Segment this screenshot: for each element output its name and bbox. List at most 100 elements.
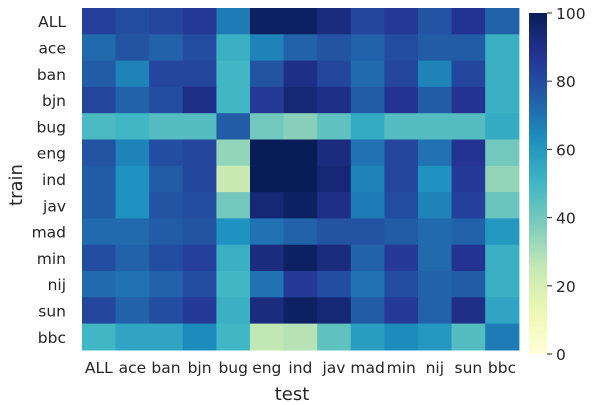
- heatmap-cell-sun-ind: [283, 297, 318, 325]
- heatmap-cell-bbc-jav: [317, 323, 352, 351]
- heatmap-cell-eng-ind: [283, 139, 318, 167]
- heatmap-cell-nij-eng: [250, 271, 285, 298]
- x-tick-label: bbc: [488, 359, 516, 377]
- heatmap-cell-bug-nij: [418, 113, 453, 141]
- heatmap-cell-ace-sun: [451, 34, 486, 62]
- heatmap-cell-eng-ban: [149, 139, 184, 167]
- y-tick-label: jav: [42, 197, 66, 215]
- y-tick-label: eng: [37, 145, 66, 163]
- heatmap-cell-jav-nij: [418, 192, 453, 219]
- x-tick-labels: ALL ace ban bjn bug eng ind jav mad min nij sun bbc: [85, 359, 516, 377]
- heatmap-cell-ind-bbc: [485, 165, 520, 193]
- colorbar-tick-label: 60: [556, 141, 576, 159]
- heatmap-cells: [82, 8, 520, 351]
- heatmap-cell-min-bbc: [485, 244, 520, 272]
- heatmap-cell-bbc-nij: [418, 323, 453, 351]
- y-tick-label: mad: [32, 224, 66, 242]
- heatmap-cell-ace-ind: [283, 34, 318, 62]
- heatmap-cell-nij-bug: [216, 271, 251, 298]
- heatmap-cell-bug-ind: [283, 113, 318, 141]
- heatmap-cell-ban-bbc: [485, 60, 520, 88]
- heatmap-cell-ind-ban: [149, 165, 184, 193]
- heatmap-cell-bug-bbc: [485, 113, 520, 141]
- heatmap-cell-eng-bjn: [182, 139, 217, 167]
- heatmap-cell-ind-eng: [250, 165, 285, 193]
- heatmap-cell-jav-bug: [216, 192, 251, 219]
- heatmap-cell-ban-ace: [115, 60, 150, 88]
- heatmap-cell-bbc-min: [384, 323, 419, 351]
- heatmap-cell-eng-sun: [451, 139, 486, 167]
- heatmap-cell-ban-nij: [418, 60, 453, 88]
- heatmap-cell-ind-min: [384, 165, 419, 193]
- heatmap-cell-mad-min: [384, 218, 419, 246]
- heatmap-cell-jav-mad: [350, 192, 385, 219]
- y-tick-label: min: [37, 250, 66, 268]
- heatmap-cell-min-sun: [451, 244, 486, 272]
- heatmap-cell-mad-bug: [216, 218, 251, 246]
- heatmap-cell-mad-ALL: [82, 218, 117, 246]
- heatmap-cell-eng-eng: [250, 139, 285, 167]
- heatmap-cell-bug-ALL: [82, 113, 117, 141]
- heatmap-cell-ALL-ind: [283, 8, 318, 35]
- heatmap-cell-ace-mad: [350, 34, 385, 62]
- heatmap-cell-bjn-ace: [115, 86, 150, 114]
- heatmap-cell-mad-bjn: [182, 218, 217, 246]
- heatmap-cell-jav-ace: [115, 192, 150, 219]
- heatmap-cell-ALL-ban: [149, 8, 184, 35]
- heatmap-cell-bjn-bug: [216, 86, 251, 114]
- heatmap-cell-min-ban: [149, 244, 184, 272]
- x-tick-label: bug: [218, 359, 248, 377]
- heatmap-cell-ban-bug: [216, 60, 251, 88]
- heatmap-cell-bbc-bjn: [182, 323, 217, 351]
- colorbar-tick-label: 80: [556, 73, 576, 91]
- heatmap-cell-ALL-bug: [216, 8, 251, 35]
- heatmap-cell-bjn-eng: [250, 86, 285, 114]
- heatmap-cell-sun-ace: [115, 297, 150, 325]
- heatmap-cell-ind-ace: [115, 165, 150, 193]
- heatmap-cell-bjn-ind: [283, 86, 318, 114]
- heatmap-cell-ace-nij: [418, 34, 453, 62]
- heatmap-cell-mad-eng: [250, 218, 285, 246]
- heatmap-cell-nij-mad: [350, 271, 385, 298]
- heatmap-cell-nij-ind: [283, 271, 318, 298]
- heatmap-cell-ALL-sun: [451, 8, 486, 35]
- heatmap-cell-ace-jav: [317, 34, 352, 62]
- colorbar-tick-label: 40: [556, 210, 576, 228]
- heatmap-cell-bug-bjn: [182, 113, 217, 141]
- heatmap-cell-min-mad: [350, 244, 385, 272]
- heatmap-cell-nij-nij: [418, 271, 453, 298]
- heatmap-cell-mad-ind: [283, 218, 318, 246]
- heatmap-cell-bjn-ALL: [82, 86, 117, 114]
- heatmap-cell-bjn-mad: [350, 86, 385, 114]
- heatmap-cell-bug-eng: [250, 113, 285, 141]
- heatmap-cell-bjn-bbc: [485, 86, 520, 114]
- heatmap-cell-nij-ace: [115, 271, 150, 298]
- colorbar-ticks: 0 20 40 60 80 100: [547, 5, 586, 364]
- heatmap-cell-sun-mad: [350, 297, 385, 325]
- heatmap-cell-jav-ind: [283, 192, 318, 219]
- heatmap-cell-mad-jav: [317, 218, 352, 246]
- heatmap-cell-ace-ban: [149, 34, 184, 62]
- heatmap-cell-jav-sun: [451, 192, 486, 219]
- heatmap-cell-bjn-nij: [418, 86, 453, 114]
- heatmap-cell-nij-bjn: [182, 271, 217, 298]
- y-tick-label: bjn: [42, 92, 66, 110]
- heatmap-cell-bbc-sun: [451, 323, 486, 351]
- heatmap-cell-bbc-eng: [250, 323, 285, 351]
- heatmap-cell-mad-ace: [115, 218, 150, 246]
- heatmap-cell-jav-min: [384, 192, 419, 219]
- heatmap-cell-min-ace: [115, 244, 150, 272]
- heatmap-cell-ALL-bjn: [182, 8, 217, 35]
- colorbar-tick-label: 0: [556, 346, 566, 364]
- heatmap-cell-bbc-bug: [216, 323, 251, 351]
- heatmap-cell-bbc-mad: [350, 323, 385, 351]
- colorbar-tick-label: 20: [556, 278, 576, 296]
- heatmap-cell-ALL-jav: [317, 8, 352, 35]
- x-tick-label: sun: [455, 359, 483, 377]
- heatmap-cell-sun-ban: [149, 297, 184, 325]
- heatmap-cell-ban-eng: [250, 60, 285, 88]
- y-axis-label: train: [6, 164, 27, 206]
- heatmap-cell-sun-nij: [418, 297, 453, 325]
